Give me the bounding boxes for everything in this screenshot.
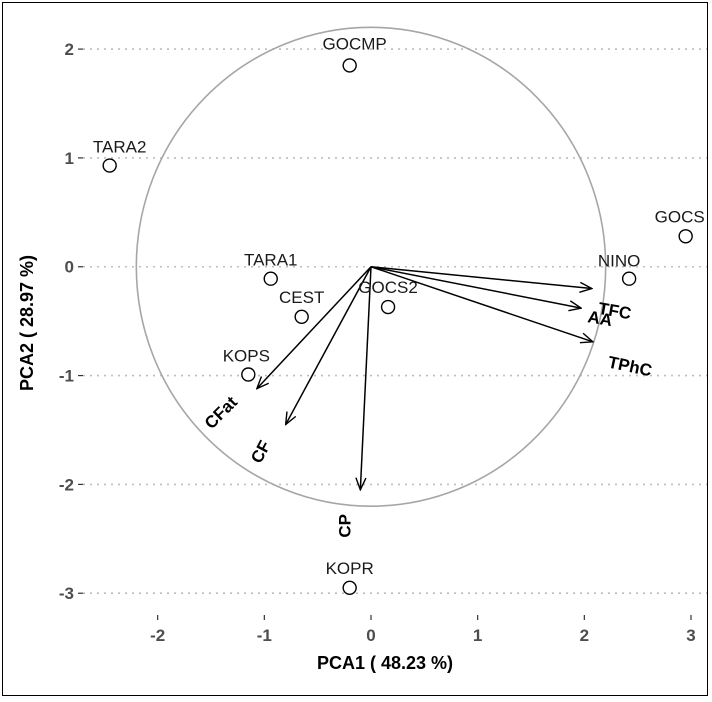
point-label-gocs2: GOCS2 [358,278,418,297]
point-gocs [678,229,693,244]
point-label-gocs: GOCS [655,207,705,226]
point-tara2 [102,158,117,173]
point-tara1 [263,271,278,286]
point-label-nino: NINO [598,252,641,271]
loading-arrow-cfat [257,266,372,389]
y-tick-label: 2 [65,40,74,59]
x-tick-label: 1 [473,626,482,645]
x-tick-label: 0 [366,626,375,645]
loading-label-cf: CF [247,437,274,466]
point-label-kops: KOPS [223,346,270,365]
loading-label-cp: CP [335,514,354,538]
correlation-circle [135,26,607,507]
x-tick-label: -1 [257,626,272,645]
point-label-cest: CEST [279,288,324,307]
point-label-tara2: TARA2 [93,138,147,157]
point-kopr [342,580,357,595]
point-kops [241,367,256,382]
x-axis-title: PCA1 ( 48.23 %) [317,653,453,673]
point-gocmp [342,58,357,73]
y-tick-label: 1 [65,149,74,168]
x-tick-label: 3 [686,626,695,645]
loading-arrow-aa [370,266,581,308]
loading-arrow-tfc [370,266,592,289]
x-tick-label: -2 [150,626,165,645]
loading-arrow-tphc [370,266,593,342]
point-nino [621,271,637,286]
y-axis-title: PCA2 ( 28.97 %) [17,255,37,391]
point-label-gocmp: GOCMP [323,34,387,53]
point-label-kopr: KOPR [326,559,374,578]
point-cest [294,309,309,325]
y-tick-label: 0 [65,258,74,277]
y-tick-label: -2 [59,475,74,494]
point-gocs2 [380,299,396,315]
loading-arrow-cp [360,266,372,490]
loading-arrow-cf [286,266,372,425]
loading-label-aa: AA [586,307,613,330]
loading-label-cfat: CFat [201,392,241,432]
x-tick-label: 2 [580,626,589,645]
y-tick-label: -3 [59,584,74,603]
y-tick-label: -1 [59,367,74,386]
point-label-tara1: TARA1 [244,251,298,270]
